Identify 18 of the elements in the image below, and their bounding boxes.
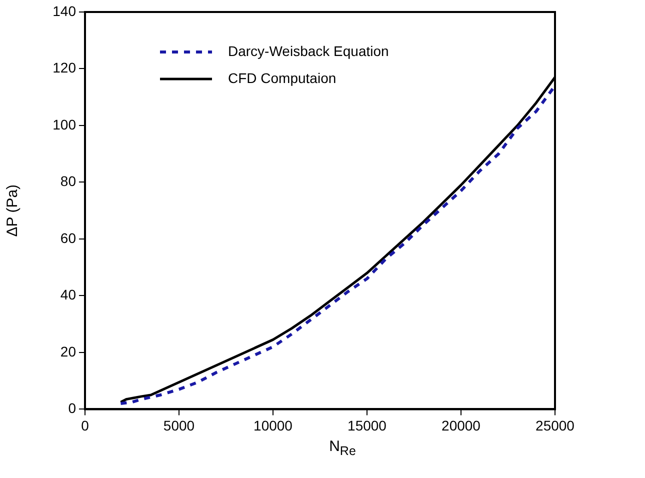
legend-label: Darcy-Weisback Equation <box>228 42 389 59</box>
y-tick-label: 20 <box>60 343 76 360</box>
x-tick-label: 10000 <box>254 417 293 434</box>
legend-label: CFD Computaion <box>228 70 336 86</box>
y-tick-label: 60 <box>60 230 76 246</box>
y-tick-label: 80 <box>60 173 76 190</box>
y-tick-label: 120 <box>52 60 76 76</box>
x-tick-label: 20000 <box>442 417 481 434</box>
x-tick-label: 15000 <box>348 417 387 434</box>
y-tick-label: 0 <box>68 400 76 416</box>
y-tick-label: 100 <box>52 116 76 132</box>
x-axis-title: N$_{Re}$ <box>328 438 357 458</box>
x-tick-label: 5000 <box>163 417 195 434</box>
y-tick-label: 40 <box>60 286 76 303</box>
y-tick-label: 140 <box>52 2 76 19</box>
y-axis-title: ΔP (Pa) <box>4 184 22 237</box>
x-tick-label: 0 <box>81 417 90 434</box>
x-tick-label: 25000 <box>536 417 575 434</box>
